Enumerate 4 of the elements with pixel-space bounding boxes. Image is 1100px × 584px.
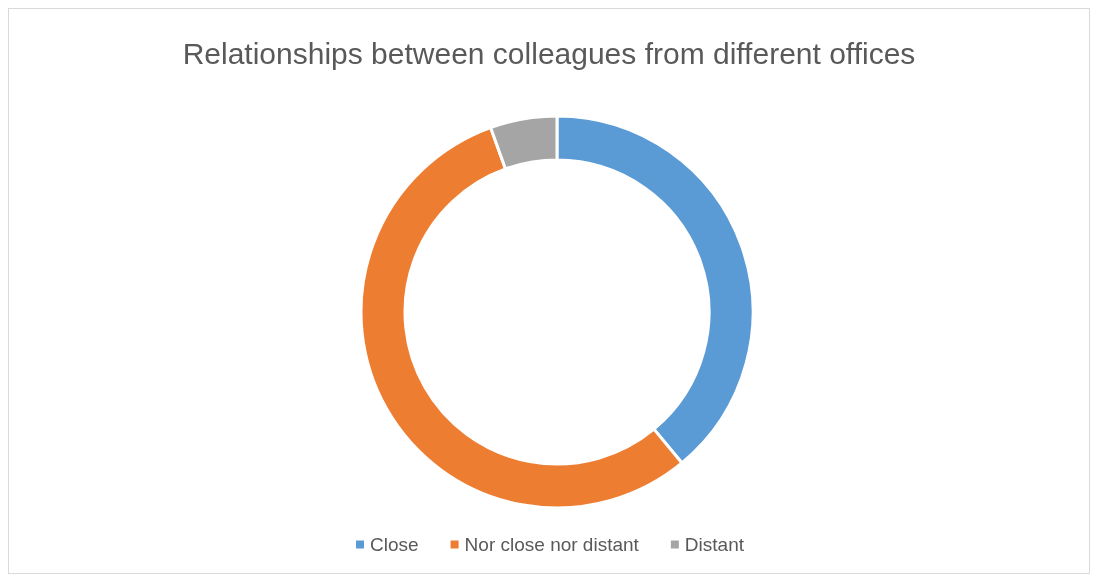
legend-label: Close — [370, 534, 419, 555]
legend-label: Nor close nor distant — [464, 534, 640, 555]
legend-label: Distant — [684, 534, 745, 555]
chart-title: Relationships between colleagues from different offices — [182, 36, 916, 70]
